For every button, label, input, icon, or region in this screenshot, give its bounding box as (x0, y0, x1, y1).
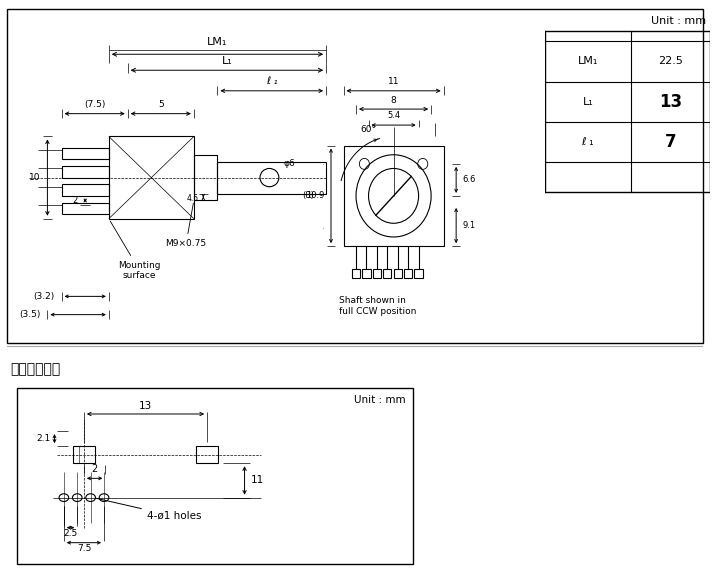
Bar (343, 146, 444, 246)
Text: 2.5: 2.5 (63, 529, 77, 538)
Bar (383, 269, 391, 278)
Text: 5.4: 5.4 (387, 112, 400, 121)
Text: (3.2): (3.2) (33, 292, 54, 301)
Text: 11: 11 (388, 77, 399, 86)
Bar (194, 155, 217, 200)
Text: LM₁: LM₁ (578, 57, 598, 66)
Text: 2: 2 (73, 196, 78, 205)
Text: 7.5: 7.5 (77, 544, 91, 553)
Text: ℓ ₁: ℓ ₁ (266, 76, 277, 86)
Text: LM₁: LM₁ (207, 37, 228, 47)
Text: 10: 10 (29, 173, 40, 182)
Text: 22.5: 22.5 (657, 57, 683, 66)
Text: Unit : mm: Unit : mm (652, 17, 706, 26)
Text: 4-ø1 holes: 4-ø1 holes (96, 498, 201, 521)
Text: 6.6: 6.6 (462, 176, 476, 184)
Text: 11: 11 (251, 475, 265, 486)
Text: (7.5): (7.5) (84, 100, 105, 109)
Text: 13: 13 (139, 400, 152, 411)
Text: Mounting
surface: Mounting surface (110, 221, 161, 280)
Bar (196, 446, 218, 463)
Text: L₁: L₁ (582, 97, 593, 106)
Text: (3.5): (3.5) (19, 310, 40, 319)
Text: L₁: L₁ (222, 55, 232, 66)
Text: 7: 7 (665, 133, 676, 150)
Bar (62, 202, 109, 214)
Bar (62, 148, 109, 160)
Bar (404, 269, 412, 278)
Bar (362, 269, 371, 278)
Bar (394, 269, 402, 278)
Bar (352, 269, 360, 278)
Bar (62, 166, 109, 177)
Text: Shaft shown in
full CCW position: Shaft shown in full CCW position (339, 296, 417, 316)
Bar (73, 446, 95, 463)
Text: φ6: φ6 (284, 160, 295, 169)
Text: 2.1: 2.1 (36, 434, 50, 443)
Bar (217, 162, 326, 193)
Text: 10.9: 10.9 (306, 192, 325, 200)
Text: (8): (8) (303, 192, 314, 200)
Text: M9×0.75: M9×0.75 (166, 203, 206, 248)
Bar (414, 269, 423, 278)
Bar (62, 184, 109, 196)
Text: 9.1: 9.1 (462, 221, 475, 230)
Text: 13: 13 (659, 93, 682, 110)
Bar (109, 137, 194, 219)
Text: ℓ ₁: ℓ ₁ (581, 137, 594, 146)
Text: 2: 2 (92, 464, 98, 474)
Text: 5: 5 (158, 100, 163, 109)
Text: 60°: 60° (360, 125, 376, 134)
Text: 8: 8 (391, 96, 397, 105)
Text: 安装孔尺寸图: 安装孔尺寸图 (11, 362, 61, 376)
Text: Unit : mm: Unit : mm (353, 395, 405, 404)
Text: 4.5: 4.5 (186, 194, 199, 202)
Bar (373, 269, 381, 278)
